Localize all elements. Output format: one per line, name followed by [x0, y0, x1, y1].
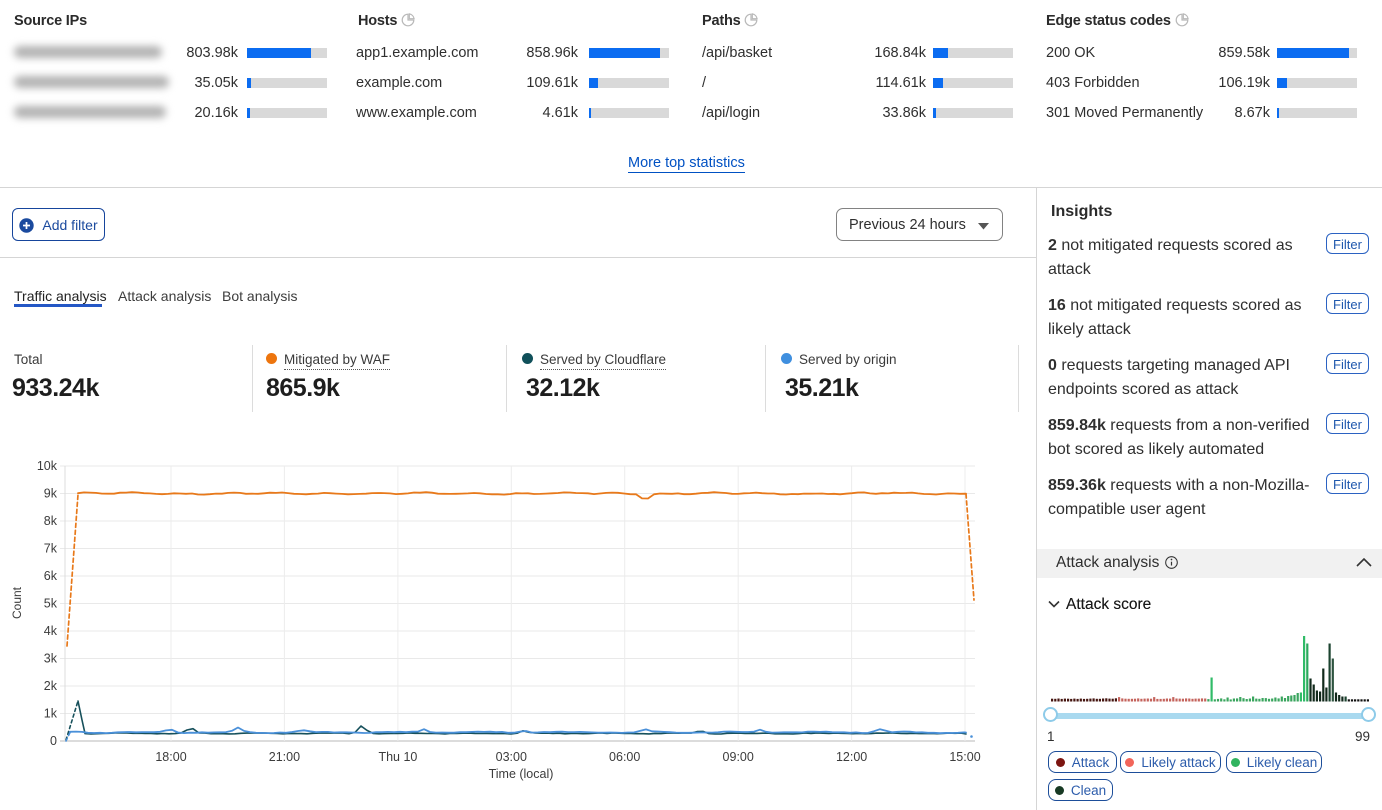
svg-text:15:00: 15:00	[949, 750, 980, 764]
svg-text:8k: 8k	[44, 514, 58, 528]
svg-text:0: 0	[50, 734, 57, 748]
svg-text:6k: 6k	[44, 569, 58, 583]
svg-text:3k: 3k	[44, 652, 58, 666]
svg-text:10k: 10k	[37, 459, 58, 473]
svg-text:06:00: 06:00	[609, 750, 640, 764]
svg-text:7k: 7k	[44, 542, 58, 556]
svg-text:5k: 5k	[44, 597, 58, 611]
svg-text:Count: Count	[10, 586, 24, 619]
svg-text:1k: 1k	[44, 707, 58, 721]
svg-text:9k: 9k	[44, 487, 58, 501]
svg-text:21:00: 21:00	[269, 750, 300, 764]
svg-text:12:00: 12:00	[836, 750, 867, 764]
svg-text:4k: 4k	[44, 624, 58, 638]
svg-text:2k: 2k	[44, 679, 58, 693]
svg-text:03:00: 03:00	[496, 750, 527, 764]
svg-text:18:00: 18:00	[155, 750, 186, 764]
svg-text:Thu 10: Thu 10	[378, 750, 417, 764]
svg-text:Time (local): Time (local)	[489, 767, 554, 781]
svg-text:09:00: 09:00	[723, 750, 754, 764]
